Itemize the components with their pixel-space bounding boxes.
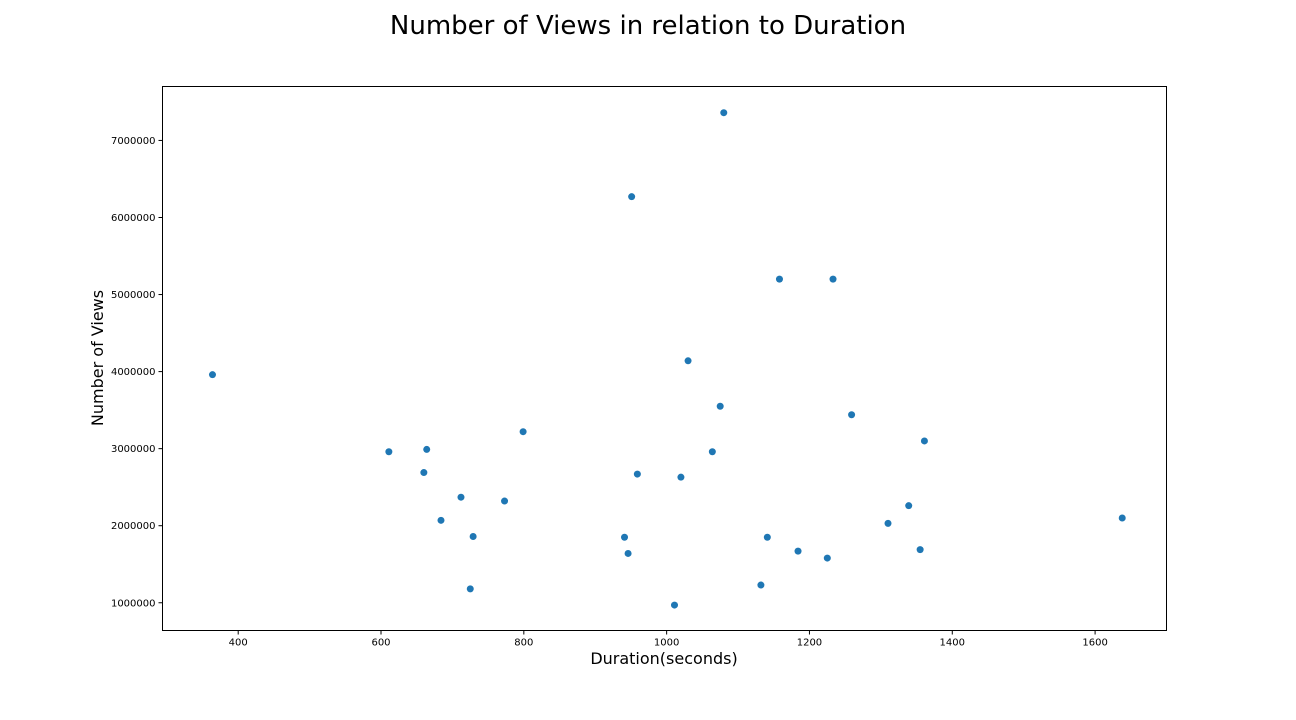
- scatter-point: [208, 371, 216, 379]
- x-tick-label: 800: [514, 638, 533, 649]
- scatter-point: [708, 448, 716, 456]
- y-tick-label: 5000000: [111, 290, 156, 301]
- scatter-point: [775, 275, 783, 283]
- scatter-point: [677, 473, 685, 481]
- scatter-point: [420, 469, 428, 477]
- scatter-point: [916, 546, 924, 554]
- scatter-point: [848, 411, 856, 419]
- scatter-point: [466, 585, 474, 593]
- y-axis-ticks: 1000000 2000000 3000000 4000000 5000000 60000…: [111, 136, 163, 609]
- scatter-point: [684, 357, 692, 365]
- y-tick-label: 2000000: [111, 521, 156, 532]
- data-points: [208, 109, 1126, 609]
- x-tick-label: 400: [229, 638, 248, 649]
- y-tick-label: 6000000: [111, 213, 156, 224]
- scatter-point: [1118, 514, 1126, 522]
- scatter-point: [829, 275, 837, 283]
- scatter-point: [823, 554, 831, 562]
- y-tick-label: 4000000: [111, 367, 156, 378]
- scatter-point: [385, 448, 393, 456]
- scatter-point: [763, 533, 771, 541]
- scatter-point: [457, 493, 465, 501]
- scatter-point: [633, 470, 641, 478]
- y-tick-label: 3000000: [111, 444, 156, 455]
- scatter-point: [757, 581, 765, 589]
- scatter-point: [628, 193, 636, 201]
- x-tick-label: 1000: [654, 638, 679, 649]
- scatter-point: [884, 519, 892, 527]
- x-tick-label: 1200: [797, 638, 822, 649]
- scatter-point: [720, 109, 728, 117]
- y-axis-label: Number of Views: [88, 290, 107, 426]
- scatter-point: [716, 402, 724, 410]
- x-tick-label: 1600: [1082, 638, 1107, 649]
- scatter-point: [905, 502, 913, 510]
- x-axis-ticks: 400 600 800 1000 1200 1400 1600: [229, 630, 1108, 649]
- x-axis-label: Duration(seconds): [590, 649, 737, 668]
- scatter-point: [519, 428, 527, 436]
- x-tick-label: 600: [371, 638, 390, 649]
- scatter-point: [920, 437, 928, 445]
- scatter-point: [670, 601, 678, 609]
- scatter-point: [621, 533, 629, 541]
- scatter-point: [501, 497, 509, 505]
- y-tick-label: 1000000: [111, 598, 156, 609]
- scatter-point: [794, 547, 802, 555]
- chart-title: Number of Views in relation to Duration: [390, 11, 906, 41]
- y-tick-label: 7000000: [111, 136, 156, 147]
- plot-area: [162, 86, 1167, 631]
- scatter-point: [423, 445, 431, 453]
- scatter-point: [437, 516, 445, 524]
- x-tick-label: 1400: [940, 638, 965, 649]
- scatter-point: [469, 532, 477, 540]
- scatter-point: [624, 549, 632, 557]
